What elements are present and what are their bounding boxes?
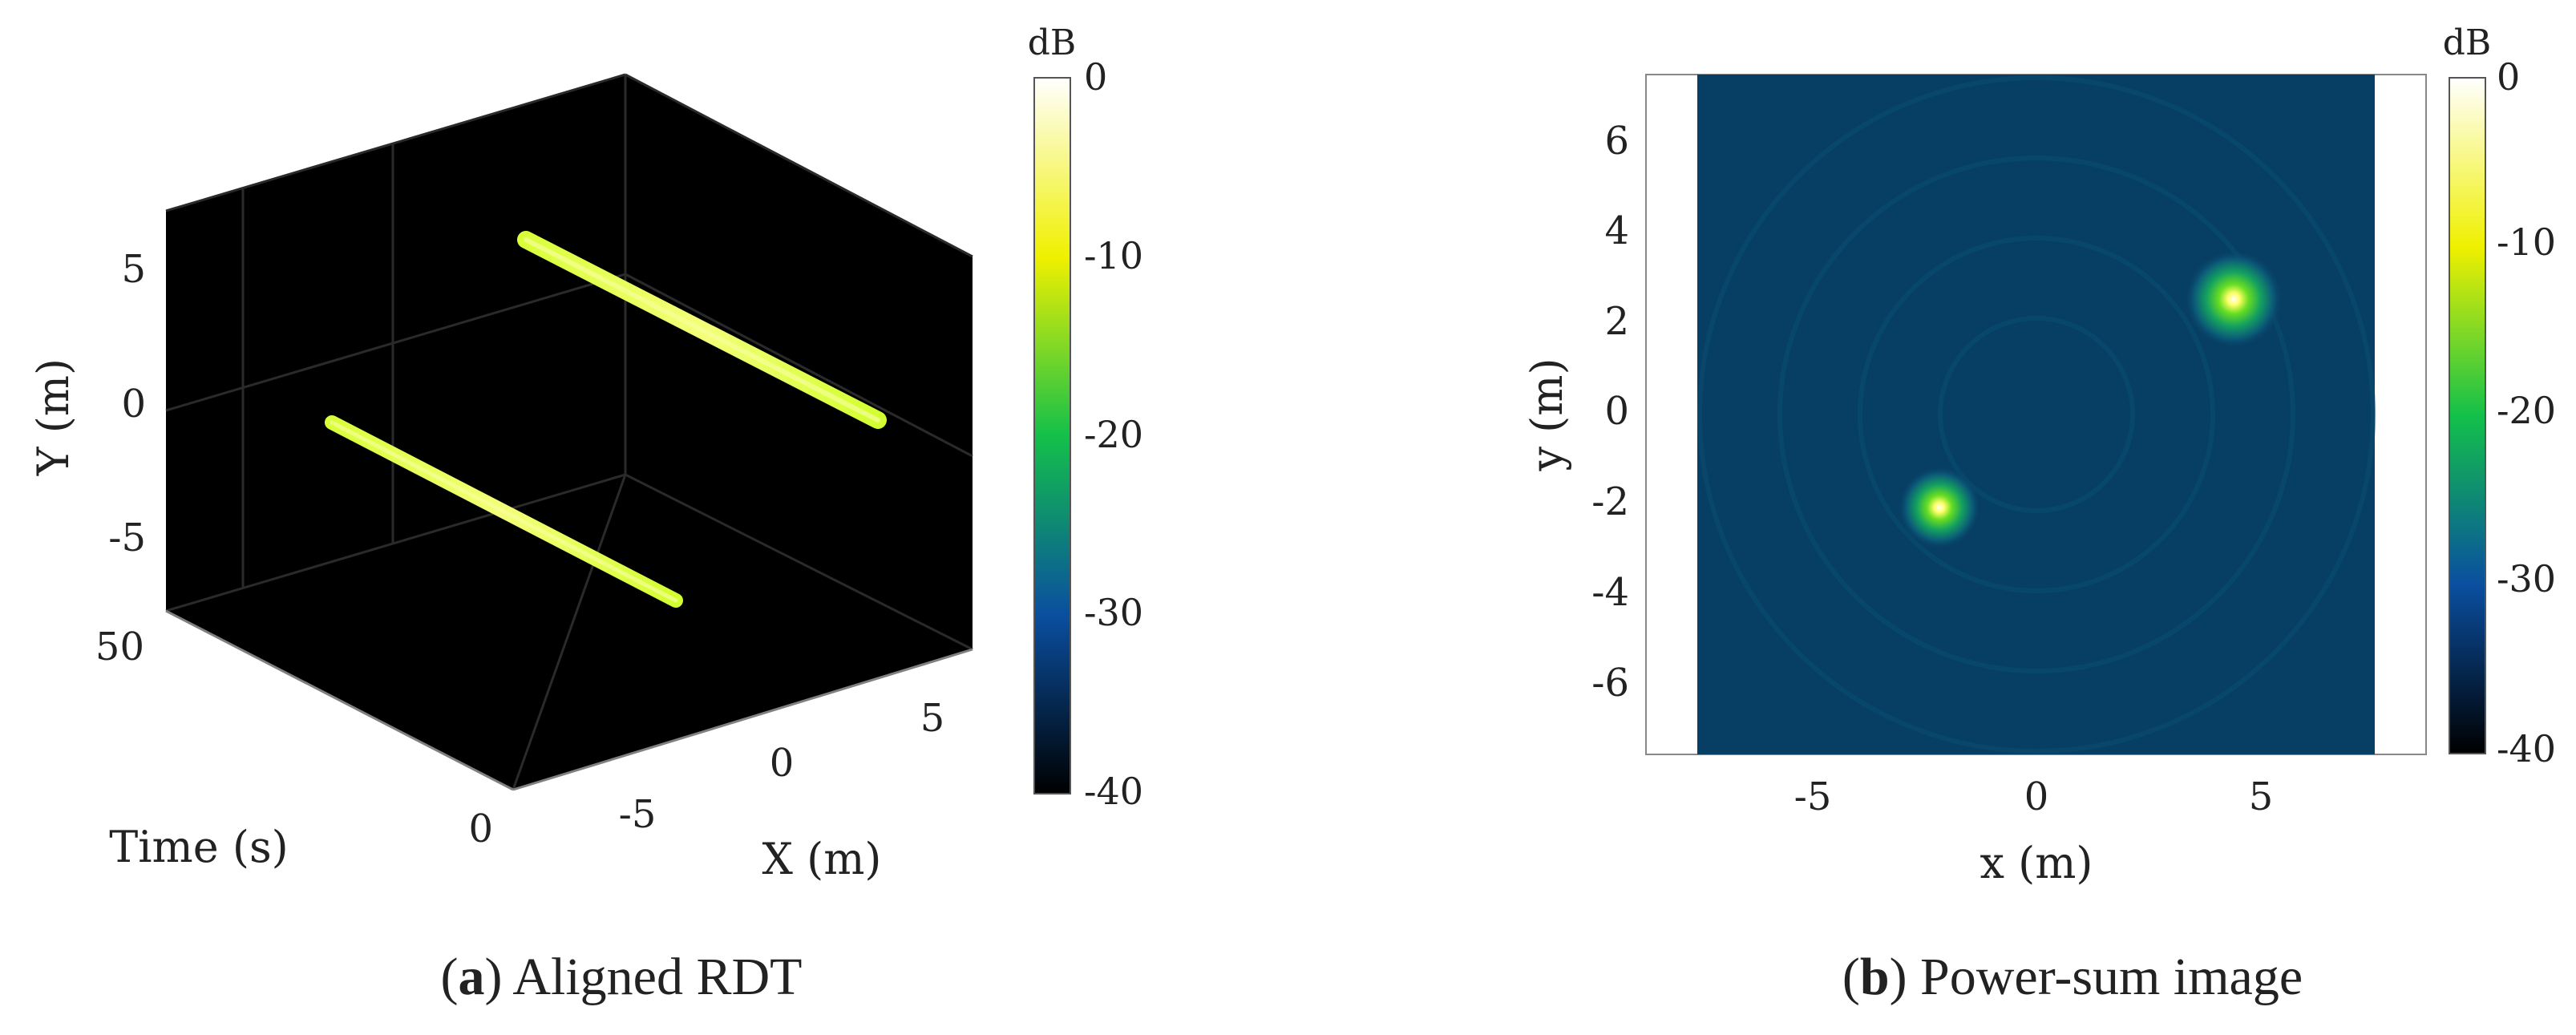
panel-b-ytick: -6 [1591,661,1629,705]
panel-a-colorbar-gradient [1033,77,1071,794]
panel-a-xtick: 5 [920,696,945,741]
panel-b-colorbar-tick: -20 [2497,389,2556,432]
panel-a-xtick: -5 [619,792,657,837]
panel-a-tracks [325,231,887,608]
panel-b-ytick: 4 [1604,208,1629,253]
panel-b-colorbar-tick: -10 [2497,220,2556,264]
panel-b-heatmap-ripples [1697,75,2376,754]
panel-a-caption: (a) Aligned RDT [441,948,803,1006]
panel-a-colorbar-ticks: 0 -10 -20 -30 -40 [1084,55,1143,813]
panel-b-ytick: 0 [1604,389,1629,434]
panel-a: 5 0 -5 Y (m) 50 0 Time (s) -5 0 5 X (m) … [28,22,1143,1006]
panel-a-xtick: 0 [770,741,795,786]
panel-b-xtick: -5 [1794,774,1832,819]
panel-b-ytick: 2 [1604,299,1629,344]
panel-a-colorbar: dB 0 -10 -20 -30 -40 [1028,22,1143,813]
panel-a-caption-text: Aligned RDT [512,948,802,1006]
panel-a-colorbar-tick: -40 [1084,770,1143,813]
track-target-2-core [524,237,880,422]
panel-a-axes-box [165,73,973,791]
panel-a-ytick: -5 [108,515,146,560]
panel-b-caption: (b) Power-sum image [1842,948,2303,1006]
panel-a-colorbar-tick: -10 [1084,234,1143,277]
panel-a-xticks: -5 0 5 [619,696,945,837]
panel-b-heatmap-background [1697,75,2375,754]
panel-a-xlabel: X (m) [762,834,882,884]
panel-a-gridlines [165,73,973,790]
panel-b-colorbar-gradient [2449,77,2486,754]
panel-b-caption-text: Power-sum image [1920,948,2303,1006]
panel-b-peak-1 [1898,466,1981,549]
panel-a-colorbar-label: dB [1028,22,1077,63]
panel-a-ytick: 0 [121,382,146,427]
panel-b-peak-2 [2184,249,2283,349]
panel-a-ztick: 50 [95,625,144,669]
panel-b-colorbar-tick: 0 [2497,55,2520,99]
panel-b-ytick: 6 [1604,119,1629,164]
panel-a-zlabel: Time (s) [109,822,288,872]
panel-b: 6 4 2 0 -2 -4 -6 y (m) -5 0 5 x (m) dB 0… [1522,22,2556,1006]
panel-a-colorbar-tick: -20 [1084,413,1143,456]
panel-a-yticks: 5 0 -5 [108,247,146,560]
panel-a-zticks: 50 0 [95,625,493,851]
panel-b-colorbar-label: dB [2443,22,2492,63]
panel-a-ztick: 0 [468,807,493,851]
panel-b-colorbar-tick: -40 [2497,727,2556,770]
panel-b-colorbar-tick: -30 [2497,557,2556,600]
panel-a-ytick: 5 [121,247,146,292]
panel-b-colorbar-ticks: 0 -10 -20 -30 -40 [2497,55,2556,770]
track-target-1-core [330,420,678,603]
panel-a-caption-letter: a [459,948,485,1006]
panel-a-ylabel: Y (m) [28,358,79,476]
panel-b-yticks: 6 4 2 0 -2 -4 -6 [1591,119,1629,705]
panel-b-ytick: -4 [1591,570,1629,615]
panel-b-xlabel: x (m) [1980,838,2093,888]
panel-b-ytick: -2 [1591,479,1629,524]
panel-b-xtick: 0 [2024,774,2049,819]
panel-b-xtick: 5 [2249,774,2274,819]
panel-b-colorbar: dB 0 -10 -20 -30 -40 [2443,22,2556,770]
panel-b-xticks: -5 0 5 [1794,774,2274,819]
panel-a-colorbar-tick: -30 [1084,591,1143,634]
panel-b-caption-letter: b [1860,948,1890,1006]
panel-a-colorbar-tick: 0 [1084,55,1107,99]
panel-a-box-face [166,75,973,790]
panel-b-ylabel: y (m) [1522,358,1572,471]
